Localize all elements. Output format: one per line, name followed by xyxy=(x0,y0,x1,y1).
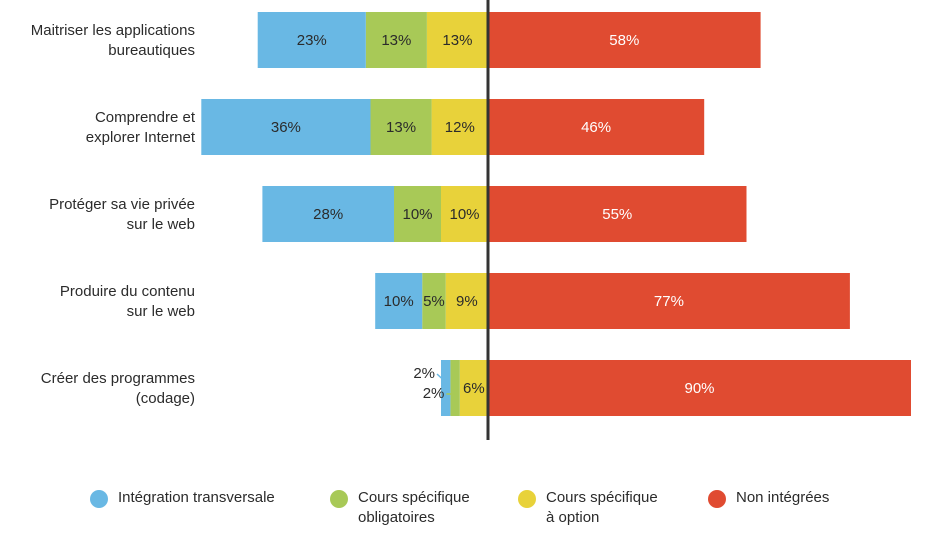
bar-segment xyxy=(441,360,451,416)
data-label: 13% xyxy=(381,32,411,49)
bar-segment xyxy=(431,99,488,155)
data-label: 36% xyxy=(271,119,301,136)
data-label: 2% xyxy=(413,365,435,382)
bar-segment xyxy=(445,273,488,329)
bar-segment xyxy=(426,12,488,68)
bar-segment xyxy=(257,12,366,68)
diverging-bar-chart: Maitriser les applications bureautiques 23… xyxy=(31,0,911,440)
data-label: 90% xyxy=(684,380,714,397)
category-label: Produire du contenu sur le web xyxy=(60,283,195,320)
legend-swatch-cours-obligatoires xyxy=(330,490,348,508)
bar-segment xyxy=(370,99,432,155)
legend-item-non-integrees: Non intégrées xyxy=(708,488,829,508)
callout-line xyxy=(436,373,447,383)
legend-item-cours-obligatoires: Cours spécifique obligatoires xyxy=(330,488,470,528)
bar-segment xyxy=(450,360,460,416)
bar-segment xyxy=(394,186,441,242)
data-label: 13% xyxy=(386,119,416,136)
category-label: Protéger sa vie privée sur le web xyxy=(49,196,195,233)
data-label: 10% xyxy=(384,293,414,310)
bar-segment xyxy=(488,360,911,416)
legend-swatch-integration-transversale xyxy=(90,490,108,508)
data-label: 23% xyxy=(297,32,327,49)
bar-segment xyxy=(441,186,488,242)
bar-segment xyxy=(488,186,747,242)
bar-segment xyxy=(201,99,371,155)
category-label: Maitriser les applications bureautiques xyxy=(31,22,195,59)
bar-segment xyxy=(488,12,761,68)
data-label: 2% xyxy=(423,385,445,402)
data-label: 10% xyxy=(449,206,479,223)
data-label: 9% xyxy=(456,293,478,310)
data-label: 10% xyxy=(402,206,432,223)
data-label: 12% xyxy=(445,119,475,136)
legend-label-cours-obligatoires: Cours spécifique obligatoires xyxy=(358,489,470,526)
data-label: 6% xyxy=(463,380,485,397)
chart-legend: Intégration transversale Cours spécifiqu… xyxy=(0,482,938,542)
bar-segment xyxy=(422,273,446,329)
bar-segment xyxy=(459,360,488,416)
category-label: Créer des programmes (codage) xyxy=(41,370,195,407)
data-label: 13% xyxy=(442,32,472,49)
legend-item-cours-option: Cours spécifique à option xyxy=(518,488,658,528)
bar-segment xyxy=(365,12,427,68)
bar-segment xyxy=(375,273,423,329)
category-label: Comprendre et explorer Internet xyxy=(86,109,196,146)
data-label: 55% xyxy=(602,206,632,223)
legend-label-cours-option: Cours spécifique à option xyxy=(546,489,658,526)
bar-segment xyxy=(488,273,850,329)
data-label: 28% xyxy=(313,206,343,223)
legend-swatch-non-integrees xyxy=(708,490,726,508)
data-label: 58% xyxy=(609,32,639,49)
data-label: 5% xyxy=(423,293,445,310)
legend-swatch-cours-option xyxy=(518,490,536,508)
bar-segment xyxy=(488,99,705,155)
data-label: 46% xyxy=(581,119,611,136)
data-label: 77% xyxy=(654,293,684,310)
bar-segment xyxy=(262,186,394,242)
legend-label-integration-transversale: Intégration transversale xyxy=(118,489,275,506)
legend-label-non-integrees: Non intégrées xyxy=(736,489,830,506)
legend-item-integration-transversale: Intégration transversale xyxy=(90,488,275,508)
